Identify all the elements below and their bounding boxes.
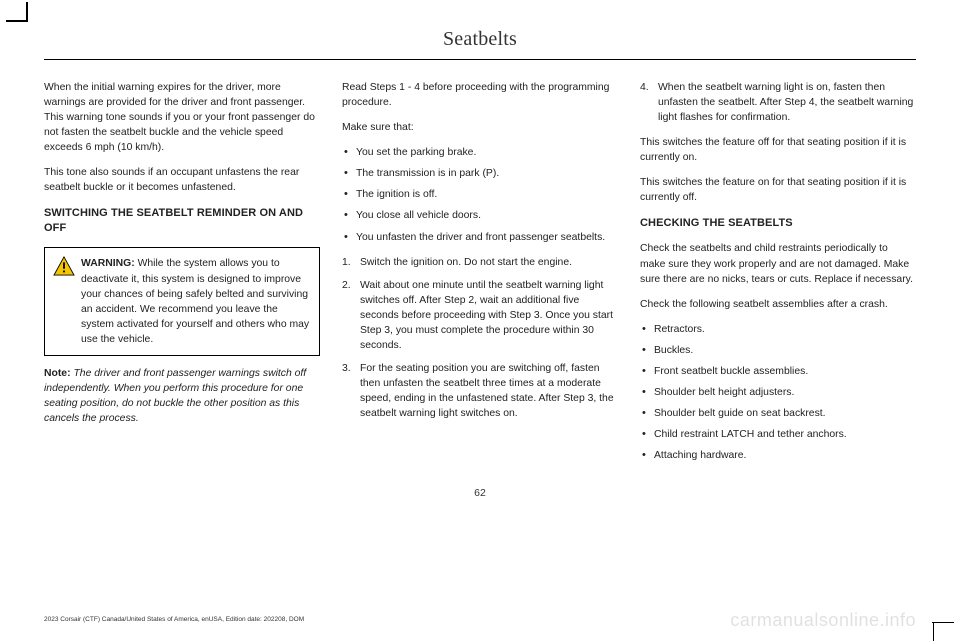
list-item: Child restraint LATCH and tether anchors… — [640, 427, 916, 442]
column-1: When the initial warning expires for the… — [44, 80, 320, 473]
col3-para-4: Check the following seatbelt assemblies … — [640, 297, 916, 312]
col3-step4: 4. When the seatbelt warning light is on,… — [640, 80, 916, 125]
warning-box: WARNING: While the system allows you to … — [44, 247, 320, 355]
crop-mark-bottom-right — [926, 619, 954, 637]
col2-para-1: Read Steps 1 - 4 before proceeding with … — [342, 80, 618, 110]
step-item: 3.For the seating position you are switc… — [342, 361, 618, 421]
heading-switching-reminder: SWITCHING THE SEATBELT REMINDER ON AND O… — [44, 206, 320, 238]
footer-text: 2023 Corsair (CTF) Canada/United States … — [44, 616, 304, 623]
step-text: When the seatbelt warning light is on, f… — [658, 82, 913, 123]
warning-triangle-icon — [53, 256, 75, 276]
step-text: Wait about one minute until the seatbelt… — [360, 280, 613, 351]
crop-mark-top-left — [6, 6, 34, 24]
list-item: You set the parking brake. — [342, 145, 618, 160]
warning-body: While the system allows you to deactivat… — [81, 258, 309, 344]
col2-para-2: Make sure that: — [342, 120, 618, 135]
column-2: Read Steps 1 - 4 before proceeding with … — [342, 80, 618, 473]
step-item: 1.Switch the ignition on. Do not start t… — [342, 255, 618, 270]
col3-para-3: Check the seatbelts and child restraints… — [640, 241, 916, 286]
watermark: carmanualsonline.info — [730, 610, 916, 631]
list-item: You close all vehicle doors. — [342, 208, 618, 223]
list-item: Front seatbelt buckle assemblies. — [640, 364, 916, 379]
warning-text: WARNING: While the system allows you to … — [81, 256, 311, 346]
list-item: Shoulder belt guide on seat backrest. — [640, 406, 916, 421]
list-item: The transmission is in park (P). — [342, 166, 618, 181]
note-label: Note: — [44, 368, 71, 379]
step-text: Switch the ignition on. Do not start the… — [360, 257, 572, 268]
content-columns: When the initial warning expires for the… — [44, 80, 916, 473]
heading-checking-seatbelts: CHECKING THE SEATBELTS — [640, 216, 916, 232]
note-para: Note: The driver and front passenger war… — [44, 366, 320, 426]
page-number: 62 — [44, 487, 916, 499]
list-item: Retractors. — [640, 322, 916, 337]
page-title: Seatbelts — [44, 28, 916, 60]
step-number: 4. — [640, 80, 649, 95]
note-body: The driver and front passenger warnings … — [44, 368, 306, 424]
warning-label: WARNING: — [81, 258, 135, 269]
col1-para-1: When the initial warning expires for the… — [44, 80, 320, 155]
list-item: You unfasten the driver and front passen… — [342, 230, 618, 245]
step-item: 2.Wait about one minute until the seatbe… — [342, 278, 618, 353]
step-item: 4. When the seatbelt warning light is on,… — [640, 80, 916, 125]
col1-para-2: This tone also sounds if an occupant unf… — [44, 165, 320, 195]
col3-bullet-list: Retractors. Buckles. Front seatbelt buck… — [640, 322, 916, 464]
list-item: Shoulder belt height adjusters. — [640, 385, 916, 400]
col3-para-1: This switches the feature off for that s… — [640, 135, 916, 165]
list-item: The ignition is off. — [342, 187, 618, 202]
list-item: Buckles. — [640, 343, 916, 358]
step-text: For the seating position you are switchi… — [360, 363, 614, 419]
col3-para-2: This switches the feature on for that se… — [640, 175, 916, 205]
col2-steps: 1.Switch the ignition on. Do not start t… — [342, 255, 618, 422]
list-item: Attaching hardware. — [640, 448, 916, 463]
manual-page: Seatbelts When the initial warning expir… — [0, 0, 960, 643]
col2-bullet-list: You set the parking brake. The transmiss… — [342, 145, 618, 244]
column-3: 4. When the seatbelt warning light is on,… — [640, 80, 916, 473]
